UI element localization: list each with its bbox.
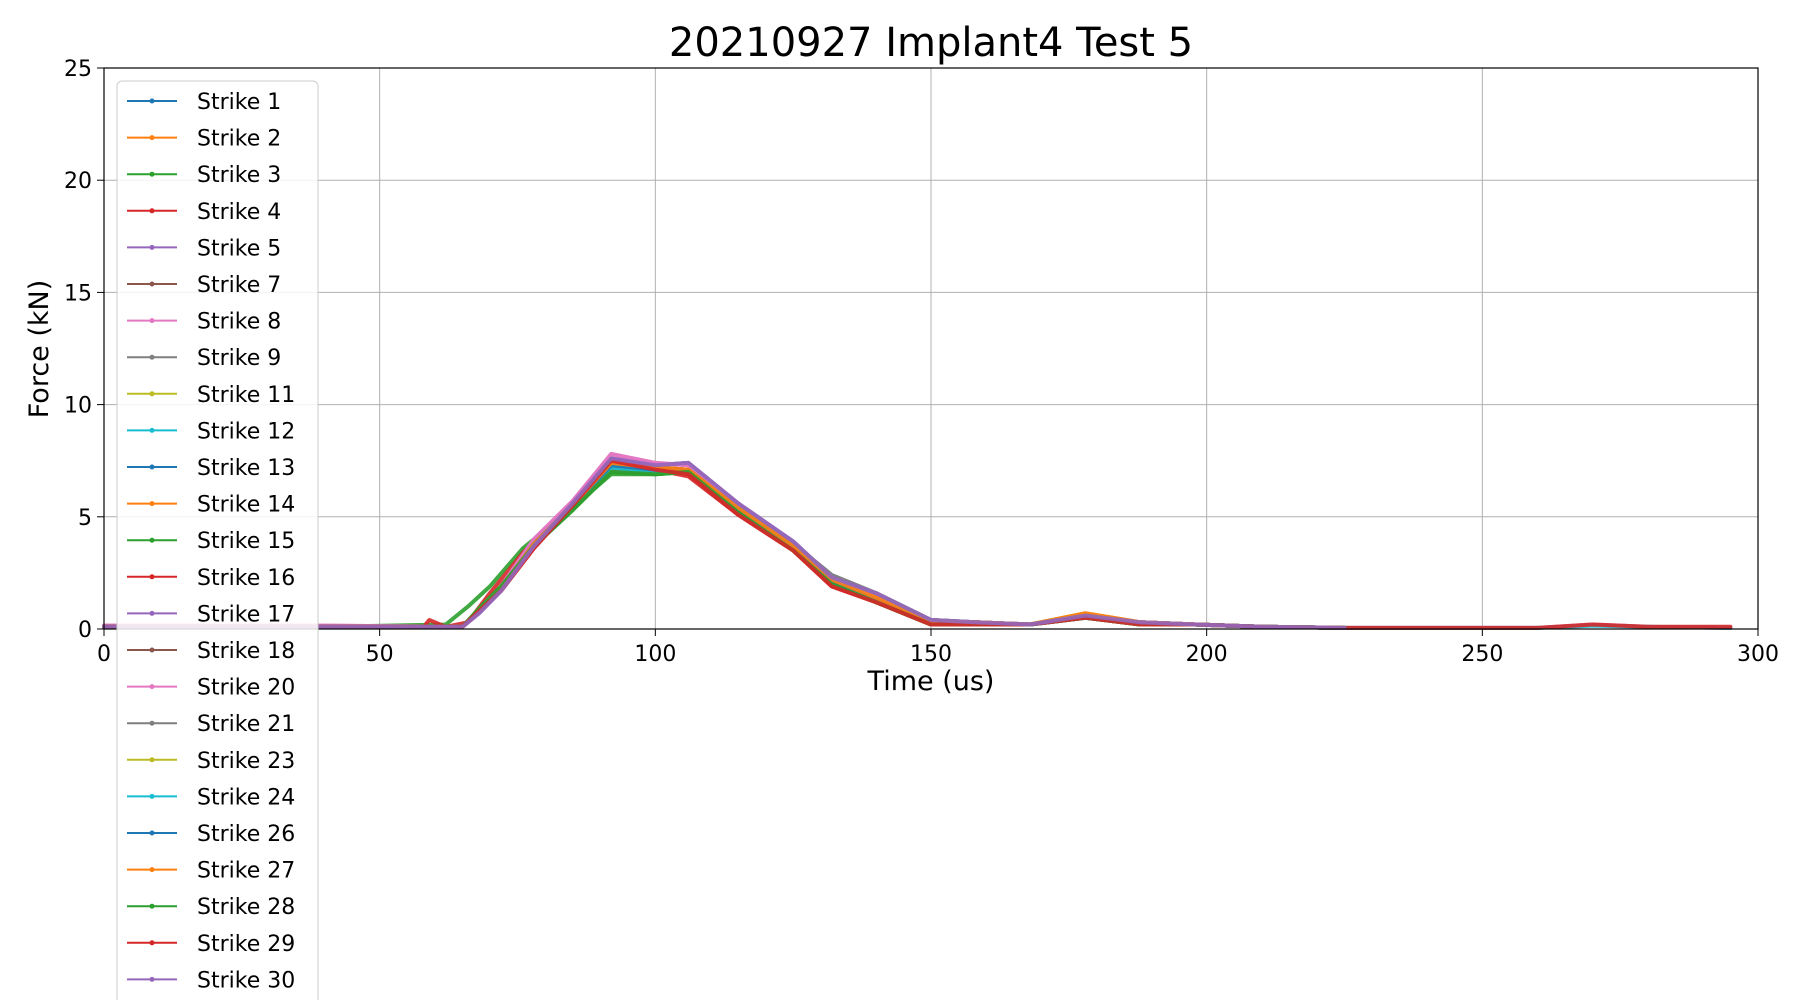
legend-label: Strike 29 — [197, 932, 295, 957]
legend-marker — [149, 318, 155, 324]
y-tick-label: 25 — [64, 57, 92, 82]
x-tick-label: 100 — [634, 642, 676, 667]
legend-label: Strike 14 — [197, 493, 295, 518]
x-tick-label: 200 — [1186, 642, 1228, 667]
chart-title: 20210927 Implant4 Test 5 — [669, 20, 1193, 66]
series-line — [102, 456, 1347, 630]
legend-label: Strike 3 — [197, 163, 281, 188]
legend-marker — [149, 427, 155, 433]
legend-marker — [149, 501, 155, 507]
legend-label: Strike 7 — [197, 273, 281, 298]
legend-label: Strike 4 — [197, 200, 281, 225]
legend-marker — [149, 98, 155, 104]
x-tick-label: 300 — [1737, 642, 1779, 667]
legend-label: Strike 26 — [197, 822, 295, 847]
legend-marker — [149, 610, 155, 616]
legend-label: Strike 17 — [197, 602, 295, 627]
legend-marker — [149, 830, 155, 836]
series-layer — [102, 452, 1733, 630]
legend-marker — [149, 244, 155, 250]
legend-marker — [149, 940, 155, 946]
legend-label: Strike 24 — [197, 785, 295, 810]
legend-marker — [149, 574, 155, 580]
y-tick-label: 5 — [78, 506, 92, 531]
legend-label: Strike 8 — [197, 310, 281, 335]
legend-marker — [149, 135, 155, 141]
legend-marker — [149, 537, 155, 543]
x-axis-label: Time (us) — [867, 666, 995, 697]
legend-label: Strike 5 — [197, 236, 281, 261]
x-tick-label: 0 — [97, 642, 111, 667]
x-tick-label: 50 — [366, 642, 394, 667]
legend-marker — [149, 171, 155, 177]
legend-marker — [149, 793, 155, 799]
legend-label: Strike 16 — [197, 566, 295, 591]
legend-marker — [149, 354, 155, 360]
legend-label: Strike 1 — [197, 90, 281, 115]
y-tick-label: 15 — [64, 281, 92, 306]
legend-marker — [149, 464, 155, 470]
x-tick-label: 250 — [1461, 642, 1503, 667]
legend-label: Strike 15 — [197, 529, 295, 554]
legend-label: Strike 20 — [197, 676, 295, 701]
legend-label: Strike 21 — [197, 712, 295, 737]
legend-marker — [149, 720, 155, 726]
legend-label: Strike 18 — [197, 639, 295, 664]
legend: Strike 1 Strike 2 Strike 3 Strike 4 Strike 5… — [116, 80, 319, 1000]
legend-label: Strike 12 — [197, 419, 295, 444]
legend-box — [116, 80, 319, 1000]
legend-marker — [149, 903, 155, 909]
legend-label: Strike 27 — [197, 859, 295, 884]
x-axis: 0 50 100 150 200 250 300 — [97, 629, 1779, 667]
legend-marker — [149, 976, 155, 982]
legend-marker — [149, 281, 155, 287]
legend-label: Strike 28 — [197, 895, 295, 920]
legend-marker — [149, 867, 155, 873]
legend-label: Strike 30 — [197, 968, 295, 993]
y-tick-label: 0 — [78, 618, 92, 643]
legend-marker — [149, 684, 155, 690]
y-tick-label: 10 — [64, 394, 92, 419]
legend-label: Strike 23 — [197, 749, 295, 774]
y-axis-label: Force (kN) — [24, 280, 55, 419]
legend-label: Strike 9 — [197, 346, 281, 371]
legend-marker — [149, 647, 155, 653]
legend-marker — [149, 757, 155, 763]
y-tick-label: 20 — [64, 169, 92, 194]
legend-label: Strike 11 — [197, 383, 295, 408]
legend-label: Strike 2 — [197, 127, 281, 152]
legend-marker — [149, 208, 155, 214]
x-tick-label: 150 — [910, 642, 952, 667]
legend-marker — [149, 391, 155, 397]
y-axis: 0 5 10 15 20 25 — [64, 57, 104, 643]
legend-label: Strike 13 — [197, 456, 295, 481]
